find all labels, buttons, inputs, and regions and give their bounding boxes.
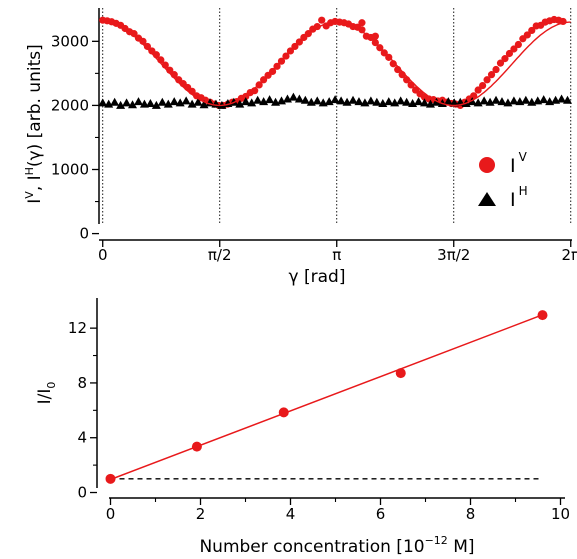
panel-bottom: 0 4 8 12 0 2 4 6 8 10 Number concentration [10−1… [35, 298, 570, 557]
top-x-ticks: 0 π/2 π 3π/2 2π [98, 240, 577, 264]
iv-point [358, 19, 365, 26]
top-y-tick-label: 0 [79, 225, 89, 243]
iv-point [515, 41, 522, 48]
bottom-x-tick-label: 10 [551, 505, 570, 523]
series-ih [98, 93, 572, 109]
top-y-tick-label: 1000 [51, 161, 89, 179]
ih-point [158, 98, 167, 106]
top-y-axis-title: IV, IH(γ) [arb. units] [23, 44, 45, 203]
panel-top: 0 1000 2000 3000 0 π/2 π 3π/2 2π γ [rad] IV, IH… [23, 8, 577, 287]
bottom-x-axis-title: Number concentration [10−12 M] [199, 534, 474, 557]
ih-point [182, 96, 191, 104]
bottom-x-tick-label: 8 [466, 505, 476, 523]
series-iv [99, 16, 567, 109]
legend-ih-marker [478, 192, 496, 206]
bottom-y-tick-label: 0 [77, 484, 87, 502]
top-y-tick-label: 2000 [51, 96, 89, 114]
top-x-tick-label: π [332, 246, 341, 264]
ih-point [110, 98, 119, 106]
bottom-y-tick-label: 8 [77, 374, 87, 392]
iv-point [492, 66, 499, 73]
ih-point [146, 99, 155, 107]
ih-point [539, 95, 548, 103]
concentration-point [106, 474, 116, 484]
bottom-x-tick-label: 4 [286, 505, 296, 523]
ih-point [122, 98, 131, 106]
legend-ih-label: IH [510, 184, 528, 211]
iv-point [372, 33, 379, 40]
bottom-x-tick-label: 2 [196, 505, 206, 523]
bottom-x-ticks: 0 2 4 6 8 10 [106, 498, 570, 523]
top-grid [103, 8, 571, 224]
bottom-y-tick-label: 12 [68, 319, 87, 337]
top-x-tick-label: π/2 [208, 246, 232, 264]
fit-line [111, 315, 543, 480]
bottom-x-tick-label: 6 [376, 505, 386, 523]
iv-point [479, 82, 486, 89]
legend-iv-marker [479, 157, 495, 173]
bottom-y-axis-title: I/I0 [35, 382, 58, 405]
ih-point [313, 96, 322, 104]
top-y-tick-label: 3000 [51, 32, 89, 50]
concentration-point [192, 442, 202, 452]
concentration-point [538, 310, 548, 320]
bottom-y-ticks: 0 4 8 12 [68, 319, 97, 501]
bottom-x-tick-label: 0 [106, 505, 116, 523]
top-x-tick-label: 3π/2 [437, 246, 470, 264]
top-y-ticks: 0 1000 2000 3000 [51, 32, 99, 242]
concentration-point [396, 368, 406, 378]
ih-point [289, 93, 298, 101]
top-x-tick-label: 0 [98, 246, 108, 264]
top-x-axis-title: γ [rad] [289, 267, 346, 287]
top-x-tick-label: 2π [561, 246, 577, 264]
ih-point [521, 96, 530, 104]
ih-point [134, 97, 143, 105]
concentration-point [279, 407, 289, 417]
iv-point [318, 17, 325, 24]
bottom-y-tick-label: 4 [77, 429, 87, 447]
ih-point [265, 95, 274, 103]
